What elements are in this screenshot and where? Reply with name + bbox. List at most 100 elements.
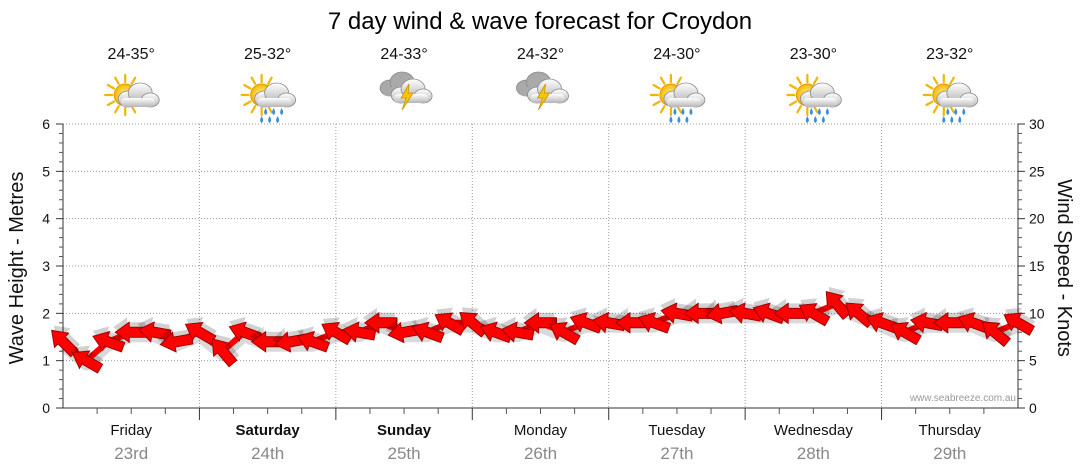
wind-arrow-point <box>549 317 581 346</box>
wind-arrow-point <box>522 307 557 334</box>
rain-drop <box>817 108 821 115</box>
sun-ray <box>925 83 934 90</box>
right-tick-label: 0 <box>1029 400 1037 416</box>
right-tick-label: 20 <box>1029 211 1045 227</box>
showers-icon <box>786 73 842 123</box>
sun-ray <box>676 105 683 114</box>
rain-drop <box>809 108 813 115</box>
day-temperature: 25-32° <box>244 46 291 63</box>
wind-arrow-point <box>981 316 1012 348</box>
cloud-base <box>121 98 156 107</box>
day-label: Thursday <box>919 422 982 439</box>
sun-ray <box>796 105 802 114</box>
day-temperature: 24-35° <box>108 46 155 63</box>
sun-ray <box>114 105 120 114</box>
day-date: 29th <box>933 444 966 463</box>
sun-ray <box>130 76 137 85</box>
wind-arrow-point <box>865 307 899 334</box>
left-axis: 0 1 2 3 4 5 6 <box>42 116 63 416</box>
right-tick-label: 15 <box>1029 258 1045 274</box>
wind-arrow-point <box>500 316 535 343</box>
rain-drop <box>825 108 829 115</box>
wind-arrow-point <box>890 317 922 346</box>
wind-arrow-point <box>92 326 126 353</box>
rain-drop <box>689 108 693 115</box>
wind-arrow <box>981 321 1011 348</box>
wind-arrow-point <box>772 298 807 325</box>
wind-arrow-point <box>321 317 353 346</box>
rain-drop <box>260 116 264 123</box>
sun-ray <box>652 83 661 90</box>
day-temperature: 24-32° <box>517 46 564 63</box>
sun-ray <box>250 76 257 85</box>
right-axis-label: Wind Speed - Knots <box>1053 179 1075 357</box>
lightning-bolt <box>400 83 414 111</box>
sun-ray <box>932 105 939 114</box>
day-label: Tuesday <box>648 422 705 439</box>
right-tick-label: 30 <box>1029 116 1045 132</box>
day-label: Saturday <box>236 422 301 439</box>
day-date: 23rd <box>114 444 148 463</box>
rain-drop <box>946 108 950 115</box>
day-date: 26th <box>524 444 557 463</box>
wind-arrow <box>523 311 557 334</box>
left-tick-label: 6 <box>42 116 50 132</box>
right-axis: 0 5 10 15 20 25 30 <box>1018 116 1045 416</box>
rain-drop <box>958 116 962 123</box>
day-date: 28th <box>797 444 830 463</box>
sun-ray <box>659 76 666 85</box>
rain-drop <box>268 116 272 123</box>
wind-arrow-point <box>211 334 240 368</box>
wind-series <box>51 286 1036 374</box>
wind-arrow-point <box>1003 307 1036 336</box>
wind-arrow-point <box>71 345 104 374</box>
wind-arrow-point <box>798 298 831 327</box>
day-label: Friday <box>110 422 152 439</box>
day-temperature: 24-33° <box>380 46 427 63</box>
showers-icon <box>922 73 979 123</box>
sun-ray <box>267 76 273 85</box>
showers-icon <box>240 73 297 123</box>
wind-arrow-point <box>703 299 740 325</box>
sun-ray <box>652 100 661 107</box>
rain-drop <box>813 116 817 123</box>
wind-arrow-point <box>249 326 285 353</box>
day-temperature: 23-32° <box>926 46 973 63</box>
left-axis-label: Wave Height - Metres <box>6 172 28 365</box>
sun-ray <box>250 105 257 114</box>
right-tick-label: 25 <box>1029 163 1045 179</box>
day-date: 25th <box>388 444 421 463</box>
rain-drop <box>962 108 966 115</box>
wind-arrow-point <box>342 316 377 343</box>
left-tick-label: 4 <box>42 211 50 227</box>
wind-arrow <box>211 338 238 368</box>
credit-text: www.seabreeze.com.au <box>909 393 1016 404</box>
rain-drop <box>280 108 284 115</box>
rain-drop <box>942 116 946 123</box>
sun-ray <box>949 105 955 114</box>
right-tick-label: 5 <box>1029 353 1037 369</box>
wind-arrow <box>549 322 581 346</box>
left-tick-label: 0 <box>42 400 50 416</box>
cloud-base <box>803 98 838 107</box>
rain-drop <box>673 108 677 115</box>
day-temperature: 23-30° <box>790 46 837 63</box>
wind-arrow <box>637 311 672 334</box>
sun-ray <box>925 100 934 107</box>
wind-arrow-point <box>637 307 672 334</box>
day-date: 27th <box>660 444 693 463</box>
wind-arrow-point <box>184 317 217 346</box>
day-label: Monday <box>514 422 568 439</box>
chart-title: 7 day wind & wave forecast for Croydon <box>328 8 752 35</box>
rain-drop <box>272 108 276 115</box>
left-tick-label: 2 <box>42 305 50 321</box>
wind-arrow-point <box>434 307 467 336</box>
sun-ray <box>812 76 819 85</box>
rain-drop <box>805 116 809 123</box>
wind-arrow <box>71 350 104 374</box>
rain-drop <box>276 116 280 123</box>
wind-arrow-point <box>613 307 649 334</box>
wind-arrow <box>296 330 331 353</box>
day-label: Sunday <box>377 422 432 439</box>
